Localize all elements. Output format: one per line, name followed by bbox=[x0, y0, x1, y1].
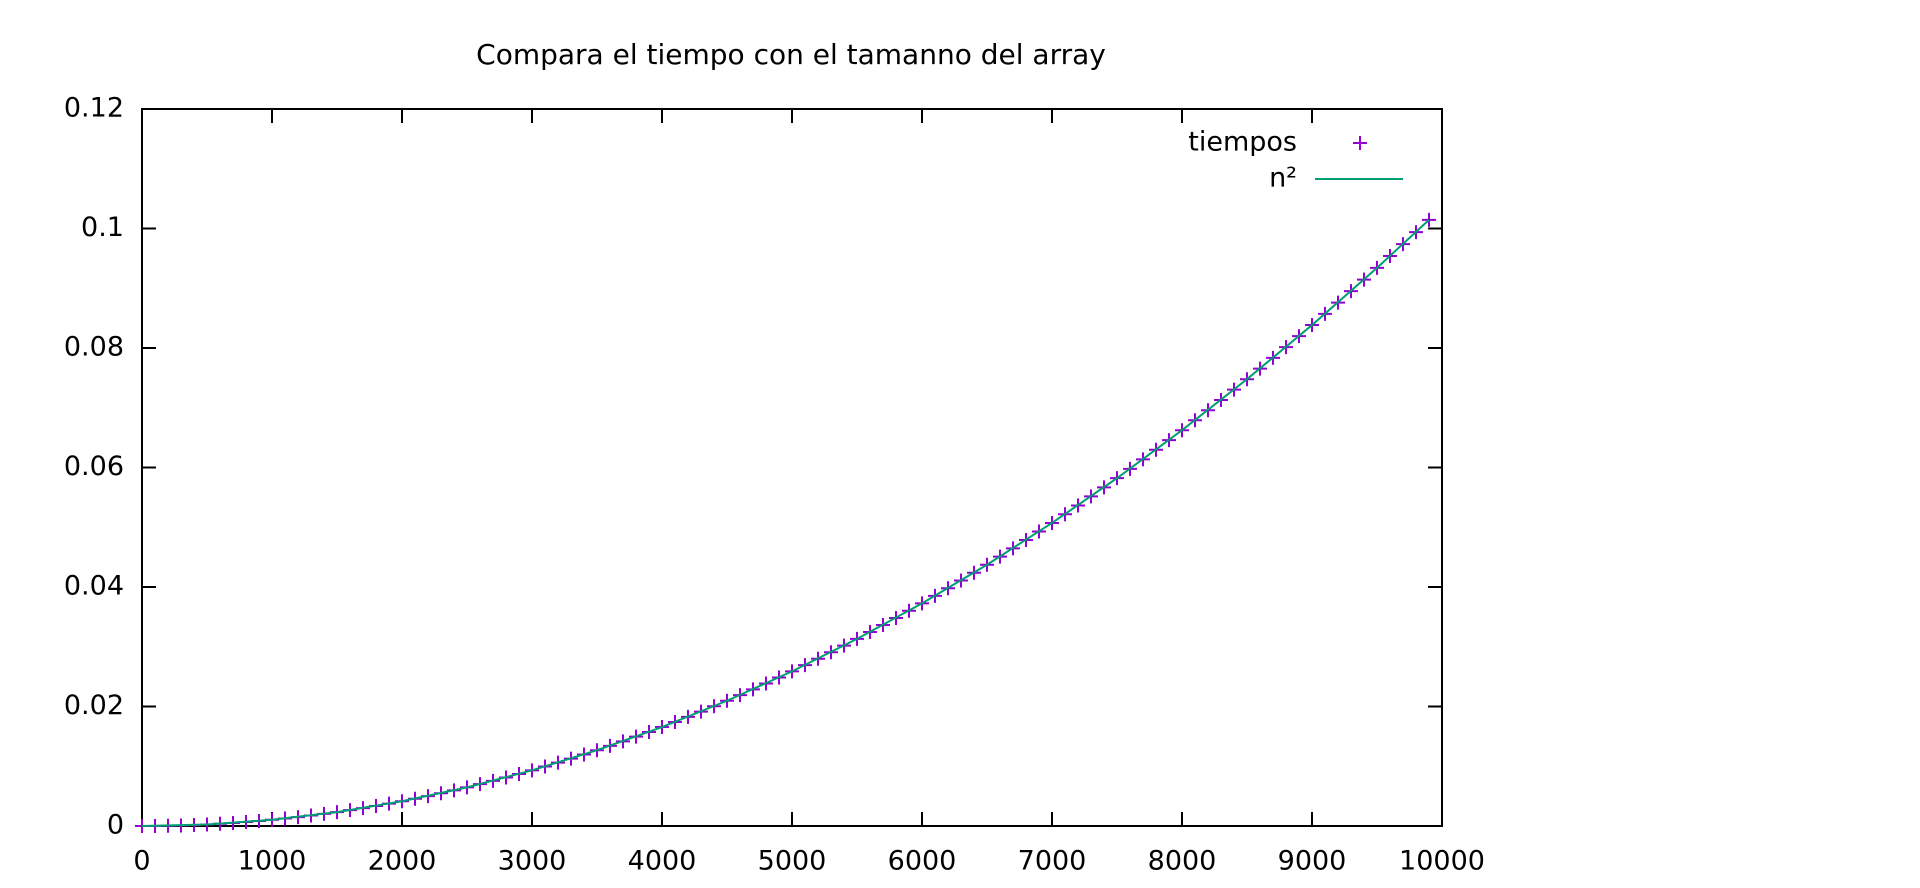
x-tick-label: 4000 bbox=[628, 846, 697, 877]
plot-frame bbox=[141, 108, 1443, 827]
y-tick-label: 0 bbox=[107, 810, 124, 841]
y-tick-label: 0.04 bbox=[64, 571, 124, 602]
y-tick-label: 0.02 bbox=[64, 690, 124, 721]
series-line bbox=[141, 219, 1430, 827]
legend-label: tiempos bbox=[1188, 127, 1297, 158]
x-tick-label: 7000 bbox=[1018, 846, 1087, 877]
x-tick-label: 9000 bbox=[1278, 846, 1347, 877]
legend-label: n² bbox=[1269, 163, 1297, 194]
x-tick-label: 6000 bbox=[888, 846, 957, 877]
y-tick-label: 0.1 bbox=[81, 212, 124, 243]
x-tick-label: 5000 bbox=[758, 846, 827, 877]
x-tick-label: 0 bbox=[133, 846, 150, 877]
y-tick-label: 0.08 bbox=[64, 332, 124, 363]
y-tick-label: 0.06 bbox=[64, 451, 124, 482]
x-tick-label: 2000 bbox=[368, 846, 437, 877]
x-tick-label: 1000 bbox=[238, 846, 307, 877]
x-tick-label: 8000 bbox=[1148, 846, 1217, 877]
x-tick-label: 3000 bbox=[498, 846, 567, 877]
y-tick-label: 0.12 bbox=[64, 93, 124, 124]
x-tick-label: 10000 bbox=[1399, 846, 1485, 877]
legend-swatch bbox=[1353, 136, 1367, 150]
chart-title: Compara el tiempo con el tamanno del arr… bbox=[476, 38, 1106, 71]
